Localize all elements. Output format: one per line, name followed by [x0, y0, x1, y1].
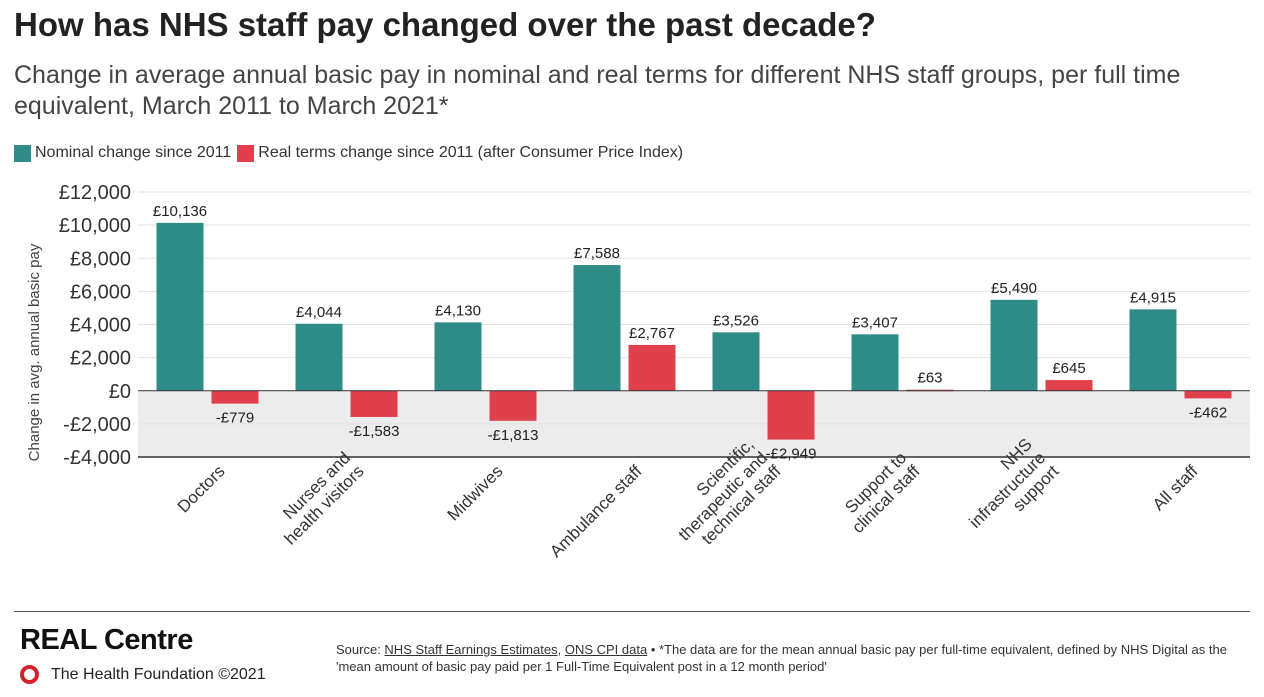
chart-title: How has NHS staff pay changed over the p…	[14, 6, 876, 43]
source-link-ons-cpi[interactable]: ONS CPI data	[564, 642, 648, 657]
bar-nominal	[990, 299, 1038, 391]
source-note: Source: NHS Staff Earnings Estimates, ON…	[336, 641, 1246, 675]
bar-nominal	[156, 222, 204, 391]
bar-chart: £12,000 £10,000 £8,000 £6,000 £4,000 £2,000 £0…	[26, 182, 1250, 561]
bar-nominal	[573, 265, 621, 391]
source-footnote: • *The data are for the mean annual basi…	[336, 642, 1227, 674]
y-tick-label: -£2,000	[63, 414, 131, 436]
health-foundation-logo-icon	[20, 665, 39, 684]
bar-nominal	[1129, 309, 1177, 391]
legend-label-real: Real terms change since 2011 (after Cons…	[258, 144, 684, 161]
org-credit-text: The Health Foundation ©2021	[51, 665, 266, 683]
x-category-label-line: All staff	[1149, 461, 1202, 514]
data-label: £645	[1052, 360, 1085, 377]
y-tick-label: £12,000	[59, 182, 131, 204]
x-category-label: Midwives	[444, 462, 507, 525]
legend-item-nominal: Nominal change since 2011	[14, 144, 231, 162]
bar-nominal	[712, 332, 760, 391]
y-tick-label: £2,000	[70, 348, 131, 370]
x-category-label-line: Ambulance staff	[546, 461, 646, 561]
legend-item-real: Real terms change since 2011 (after Cons…	[237, 144, 683, 162]
x-category-label-line: Doctors	[174, 462, 229, 517]
legend-swatch-nominal	[14, 144, 31, 162]
org-credit: The Health Foundation ©2021	[20, 665, 266, 684]
y-tick-label: £10,000	[59, 215, 131, 237]
legend-swatch-real	[237, 144, 255, 162]
source-link-nhs-earnings[interactable]: NHS Staff Earnings Estimates	[384, 642, 558, 657]
source-separator: ,	[557, 642, 565, 657]
bar-real	[1184, 390, 1232, 399]
brand-logo-text: REAL Centre	[20, 624, 193, 656]
y-tick-label: £6,000	[70, 281, 131, 303]
bar-real	[628, 344, 676, 391]
data-label: -£462	[1189, 404, 1227, 421]
x-category-label-line: Midwives	[444, 462, 507, 525]
x-category-label: All staff	[1149, 461, 1202, 514]
y-tick-label: -£4,000	[63, 447, 131, 469]
x-category-label: Ambulance staff	[546, 461, 646, 561]
footer-divider	[14, 611, 1250, 612]
data-label: £7,588	[574, 245, 620, 262]
data-label: £3,407	[852, 314, 898, 331]
source-prefix: Source:	[336, 642, 385, 657]
data-label: £3,526	[713, 312, 759, 329]
data-label: -£2,949	[766, 446, 817, 463]
bar-real	[1045, 380, 1093, 391]
data-label: -£1,583	[349, 423, 400, 440]
y-axis-label: Change in avg. annual basic pay	[26, 243, 43, 461]
legend: Nominal change since 2011 Real terms cha…	[14, 144, 689, 162]
bar-real	[767, 390, 815, 440]
y-tick-label: £8,000	[70, 248, 131, 270]
bar-nominal	[434, 322, 482, 391]
data-label: £4,915	[1130, 289, 1176, 306]
data-label: -£779	[216, 410, 254, 427]
x-category-label: Support toclinical staff	[835, 448, 924, 537]
data-label: -£1,813	[488, 427, 539, 444]
bar-real	[489, 390, 537, 421]
y-tick-label: £0	[109, 381, 131, 403]
data-label: £5,490	[991, 280, 1037, 297]
data-label: £2,767	[629, 325, 675, 342]
chart-subtitle: Change in average annual basic pay in no…	[14, 61, 1181, 120]
x-category-label: Nurses andhealth visitors	[267, 448, 367, 548]
y-tick-label: £4,000	[70, 315, 131, 337]
bar-real	[350, 390, 398, 417]
x-category-label: Doctors	[174, 462, 229, 517]
legend-label-nominal: Nominal change since 2011	[35, 144, 232, 161]
bar-nominal	[295, 323, 343, 391]
bar-nominal	[851, 334, 899, 391]
bar-real	[211, 390, 259, 404]
data-label: £63	[917, 370, 942, 387]
data-label: £4,044	[296, 304, 342, 321]
data-label: £4,130	[435, 302, 481, 319]
data-label: £10,136	[153, 203, 207, 220]
